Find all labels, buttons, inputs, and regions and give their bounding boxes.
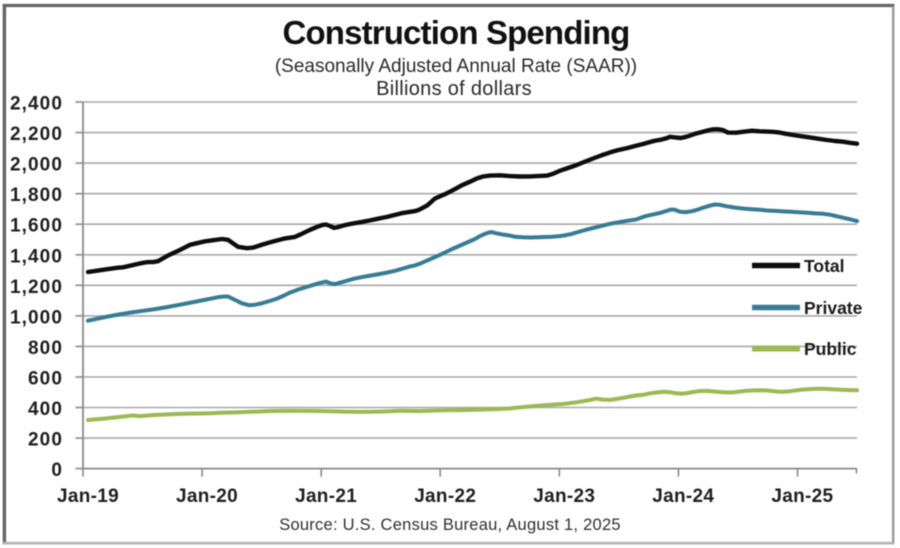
- svg-text:2,200: 2,200: [10, 124, 63, 145]
- svg-text:Construction Spending: Construction Spending: [283, 14, 630, 51]
- svg-text:Private: Private: [804, 298, 863, 318]
- svg-text:200: 200: [28, 430, 63, 451]
- svg-text:0: 0: [51, 460, 63, 481]
- svg-text:Total: Total: [804, 256, 845, 276]
- svg-text:1,400: 1,400: [10, 246, 63, 267]
- svg-text:Jan-22: Jan-22: [414, 486, 476, 507]
- svg-text:2,000: 2,000: [10, 155, 63, 176]
- svg-text:1,200: 1,200: [10, 277, 63, 298]
- svg-text:Public: Public: [804, 339, 857, 359]
- svg-text:Jan-25: Jan-25: [771, 486, 833, 507]
- svg-text:Jan-21: Jan-21: [295, 486, 357, 507]
- svg-text:Source: U.S. Census Bureau, Au: Source: U.S. Census Bureau, August 1, 20…: [279, 516, 621, 534]
- svg-text:600: 600: [28, 369, 63, 390]
- svg-text:(Seasonally Adjusted Annual Ra: (Seasonally Adjusted Annual Rate (SAAR)): [275, 56, 637, 77]
- svg-text:Jan-23: Jan-23: [533, 486, 595, 507]
- svg-text:400: 400: [28, 399, 63, 420]
- svg-text:1,800: 1,800: [10, 185, 63, 206]
- svg-text:1,600: 1,600: [10, 216, 63, 237]
- svg-text:Billions of dollars: Billions of dollars: [376, 78, 532, 100]
- svg-text:Jan-20: Jan-20: [176, 486, 238, 507]
- svg-text:Jan-24: Jan-24: [652, 486, 714, 507]
- svg-text:Jan-19: Jan-19: [57, 486, 119, 507]
- svg-text:1,000: 1,000: [10, 307, 63, 328]
- svg-text:800: 800: [28, 338, 63, 359]
- svg-text:2,400: 2,400: [10, 94, 63, 115]
